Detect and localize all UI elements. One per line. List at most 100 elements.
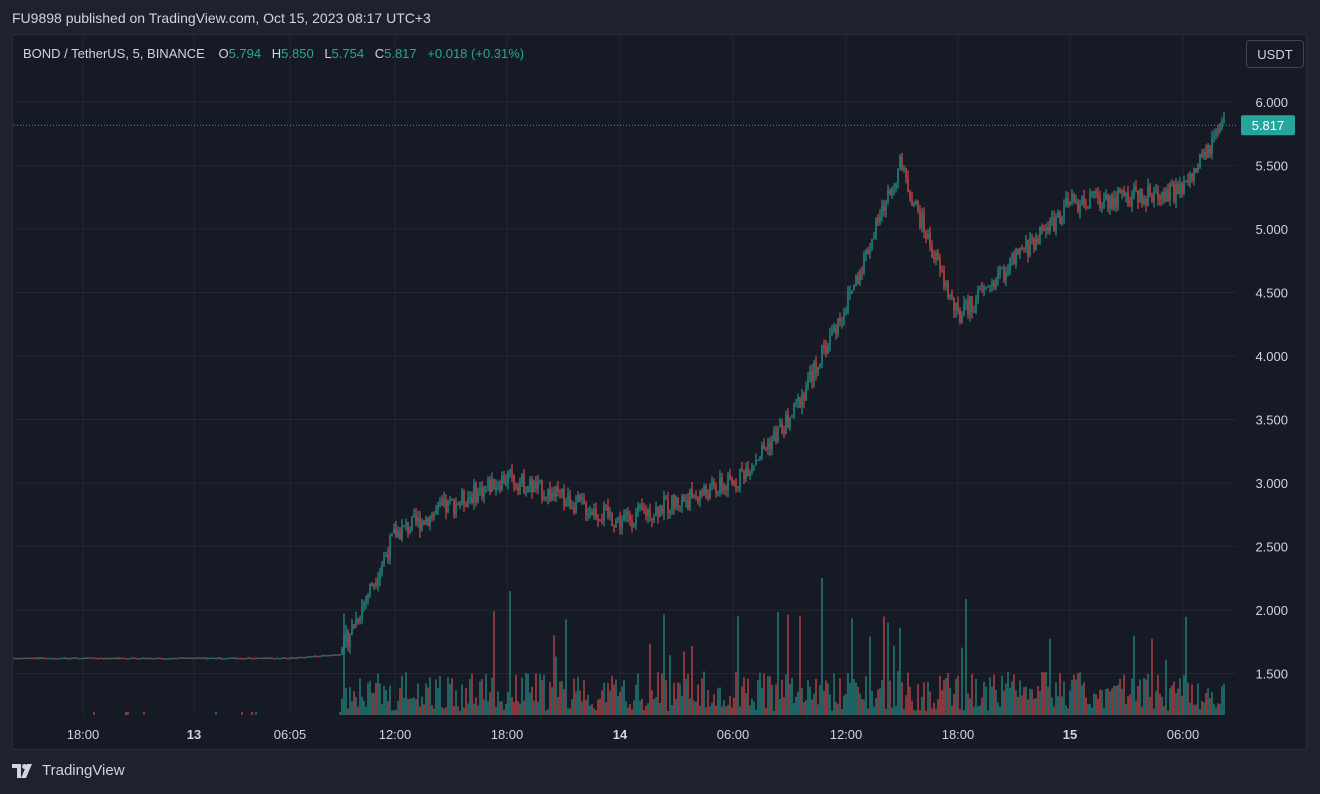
candle-body: [771, 439, 773, 450]
candle-body: [175, 658, 177, 660]
volume-bar: [417, 683, 419, 715]
change-value: +0.018 (+0.31%): [427, 46, 525, 61]
volume-bar: [1147, 673, 1149, 715]
currency-button[interactable]: USDT: [1246, 40, 1304, 68]
candle-body: [637, 506, 639, 513]
candle-body: [73, 657, 75, 659]
candle-body: [1085, 205, 1087, 209]
volume-bar: [1125, 704, 1127, 715]
candle-body: [455, 504, 457, 514]
candle-body: [1005, 272, 1007, 281]
candle-body: [187, 657, 189, 659]
volume-bar: [1105, 689, 1107, 715]
candle-body: [819, 363, 821, 368]
volume-bar: [699, 705, 701, 715]
volume-bar: [355, 696, 357, 715]
candle-body: [795, 401, 797, 403]
volume-bar: [1223, 683, 1225, 715]
candle-body: [119, 657, 121, 659]
candle-body: [715, 486, 717, 494]
candle-body: [235, 657, 237, 659]
volume-bar: [1063, 681, 1065, 715]
volume-bar: [431, 705, 433, 715]
time-tick-label: 06:00: [1167, 727, 1200, 742]
candle-body: [629, 515, 631, 521]
candle-body: [919, 210, 921, 228]
candle-body: [1023, 248, 1025, 250]
volume-bar: [545, 710, 547, 715]
volume-bar: [1039, 691, 1041, 715]
volume-bar: [1011, 681, 1013, 715]
candle-body: [1039, 226, 1041, 244]
volume-bar: [853, 678, 855, 715]
volume-bar: [345, 688, 347, 715]
volume-bar: [359, 678, 361, 715]
candle-body: [577, 494, 579, 503]
volume-bar: [405, 672, 407, 715]
volume-bar: [917, 684, 919, 715]
candle-body: [891, 188, 893, 196]
volume-bar: [981, 697, 983, 715]
volume-bar: [943, 680, 945, 715]
candle-body: [1011, 254, 1013, 259]
candle-body: [1129, 203, 1131, 206]
candle-body: [883, 205, 885, 211]
candle-body: [601, 520, 603, 522]
volume-bar: [711, 702, 713, 715]
candle-body: [1071, 194, 1073, 202]
volume-bar: [1101, 690, 1103, 715]
volume-bar: [619, 691, 621, 715]
volume-bar: [365, 706, 367, 715]
candle-body: [615, 519, 617, 527]
candle-body: [1037, 238, 1039, 244]
candle-body: [375, 583, 377, 586]
candle-body: [429, 515, 431, 526]
candle-body: [1113, 197, 1115, 209]
volume-bar: [645, 705, 647, 715]
volume-bar: [1221, 686, 1223, 715]
volume-bar: [695, 701, 697, 715]
candle-body: [1161, 191, 1163, 200]
volume-bar: [657, 672, 659, 715]
candle-body: [515, 485, 517, 487]
candle-body: [1049, 220, 1051, 231]
chart-frame[interactable]: [12, 34, 1307, 750]
volume-bar: [755, 709, 757, 715]
volume-bar: [705, 707, 707, 715]
candle-body: [585, 503, 587, 516]
candle-body: [1013, 254, 1015, 265]
open-value: 5.794: [228, 46, 262, 61]
volume-bar: [541, 680, 543, 715]
candle-body: [1063, 206, 1065, 218]
candle-body: [1027, 240, 1029, 256]
candle-body: [1205, 151, 1207, 158]
volume-bar: [455, 690, 457, 715]
candle-body: [343, 642, 345, 648]
candle-body: [1043, 230, 1045, 232]
volume-bar: [1155, 690, 1157, 715]
candle-body: [181, 657, 183, 659]
candle-body: [761, 444, 763, 457]
candle-body: [853, 285, 855, 291]
volume-bar: [1141, 706, 1143, 715]
candle-body: [575, 502, 577, 514]
candle-body: [233, 657, 235, 659]
candle-body: [653, 515, 655, 520]
candle-body: [967, 300, 969, 315]
tradingview-logo[interactable]: TradingView: [12, 762, 125, 779]
symbol-label[interactable]: BOND / TetherUS, 5, BINANCE: [23, 46, 205, 61]
candle-body: [171, 658, 173, 660]
candle-body: [23, 658, 25, 660]
volume-bar: [1201, 700, 1203, 715]
open-label: O: [218, 46, 229, 61]
volume-bar: [829, 694, 831, 715]
volume-bars: [93, 578, 1225, 715]
volume-bar: [1205, 692, 1207, 715]
volume-bar: [863, 699, 865, 715]
volume-bar: [1139, 679, 1141, 715]
candle-body: [443, 499, 445, 506]
candle-body: [447, 500, 449, 513]
volume-bar: [609, 690, 611, 715]
candle-body: [929, 233, 931, 247]
